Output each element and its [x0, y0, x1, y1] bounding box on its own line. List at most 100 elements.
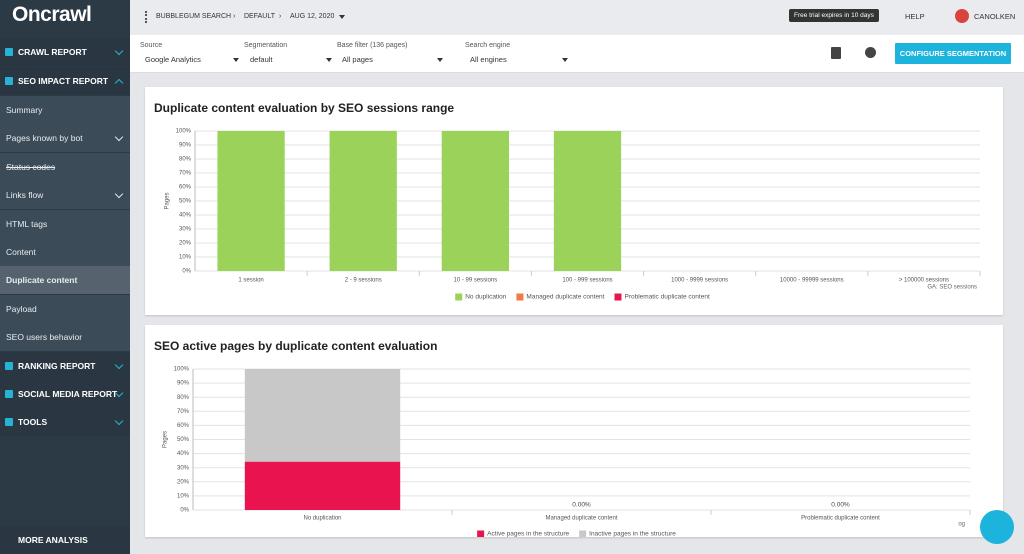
bar-segment	[441, 131, 509, 271]
nav-label: RANKING REPORT	[18, 361, 96, 371]
y-axis-label: Pages	[163, 431, 169, 448]
y-tick-label: 0%	[180, 508, 189, 514]
nav-item[interactable]: SEO users behavior	[0, 323, 130, 351]
help-link[interactable]: HELP	[905, 12, 925, 21]
chart-card: SEO active pages by duplicate content ev…	[145, 325, 1003, 538]
user-name[interactable]: CANOLKEN	[974, 12, 1016, 21]
x-tick-label: 1000 - 9999 sessions	[671, 278, 728, 284]
nav-item[interactable]: SEO IMPACT REPORT	[0, 67, 130, 95]
separator: ›	[233, 13, 236, 20]
chart-title: Duplicate content evaluation by SEO sess…	[154, 101, 454, 115]
y-tick-label: 60%	[179, 185, 192, 191]
filter-value[interactable]: default	[250, 55, 273, 64]
info-icon[interactable]	[865, 47, 876, 58]
y-tick-label: 70%	[179, 171, 192, 177]
nav-item[interactable]: Content	[0, 238, 130, 266]
configure-button[interactable]: CONFIGURE SEGMENTATION	[895, 43, 1011, 64]
value-label: 0.00%	[572, 502, 591, 509]
y-tick-label: 10%	[177, 493, 190, 499]
y-tick-label: 80%	[177, 395, 190, 401]
nav-item[interactable]: TOOLS	[0, 408, 130, 436]
filter-value[interactable]: All pages	[342, 55, 373, 64]
value-label: 0.00%	[831, 502, 850, 509]
y-tick-label: 0%	[182, 269, 191, 275]
nav-label: Pages known by bot	[6, 133, 83, 143]
nav-item[interactable]: Status codes	[0, 153, 130, 181]
y-tick-label: 100%	[174, 367, 190, 373]
y-tick-label: 30%	[179, 227, 192, 233]
bar-segment	[217, 131, 285, 271]
legend-label: No duplication	[465, 294, 507, 301]
y-tick-label: 40%	[179, 213, 192, 219]
nav-item[interactable]: Links flow	[0, 181, 130, 209]
caret	[326, 58, 332, 62]
y-tick-label: 60%	[177, 423, 190, 429]
chart-title: SEO active pages by duplicate content ev…	[154, 339, 437, 353]
menu-icon[interactable]	[145, 11, 149, 23]
nav-item[interactable]: Duplicate content	[0, 266, 130, 294]
y-tick-label: 90%	[179, 143, 192, 149]
legend-swatch	[477, 530, 485, 538]
y-tick-label: 100%	[176, 129, 192, 135]
filter-label: Source	[140, 42, 163, 49]
x-tick-label: Managed duplicate content	[545, 516, 617, 522]
legend-swatch	[455, 293, 463, 301]
filter-bar: Source Google Analytics Segmentation def…	[130, 35, 1024, 73]
breadcrumb[interactable]: AUG 12, 2020	[290, 13, 335, 20]
filter-label: Segmentation	[244, 42, 288, 49]
nav-item[interactable]: CRAWL REPORT	[0, 38, 130, 66]
nav-label: Links flow	[6, 190, 44, 200]
legend-label: Inactive pages in the structure	[589, 531, 676, 537]
filter-label: Search engine	[465, 42, 511, 49]
nav-item[interactable]: HTML tags	[0, 210, 130, 238]
nav-item[interactable]: Summary	[0, 96, 130, 124]
caret	[339, 15, 345, 19]
nav-item[interactable]: SOCIAL MEDIA REPORT	[0, 380, 130, 408]
pdf-icon[interactable]	[831, 47, 841, 59]
legend-swatch	[516, 293, 524, 301]
chat-button[interactable]	[980, 510, 1014, 544]
chart-card: Duplicate content evaluation by SEO sess…	[145, 87, 1003, 315]
x-tick-label: Problematic duplicate content	[801, 516, 880, 522]
y-tick-label: 50%	[179, 199, 192, 205]
filter-label: Base filter (136 pages)	[337, 42, 408, 49]
breadcrumb[interactable]: BUBBLEGUM SEARCH	[156, 13, 232, 20]
x-tick-label: 1 session	[238, 278, 263, 284]
filter-value[interactable]: Google Analytics	[145, 55, 201, 64]
y-tick-label: 50%	[177, 437, 190, 443]
top-bar: BUBBLEGUM SEARCH › DEFAULT › AUG 12, 202…	[130, 0, 1024, 35]
y-tick-label: 90%	[177, 381, 190, 387]
nav-label: TOOLS	[18, 417, 48, 427]
separator: ›	[279, 13, 282, 20]
trial-badge: Free trial expires in 10 days	[789, 9, 879, 22]
y-tick-label: 20%	[177, 479, 190, 485]
nav-label: SOCIAL MEDIA REPORT	[18, 389, 118, 399]
annotation: og	[958, 522, 965, 528]
filter-value[interactable]: All engines	[470, 55, 507, 64]
x-tick-label: 10000 - 99999 sessions	[780, 278, 844, 284]
legend-swatch	[614, 293, 622, 301]
nav-item[interactable]: MORE ANALYSIS	[0, 526, 130, 554]
caret	[233, 58, 239, 62]
y-tick-label: 20%	[179, 241, 192, 247]
y-tick-label: 30%	[177, 465, 190, 471]
chart: SEO active pages by duplicate content ev…	[154, 339, 971, 538]
y-tick-label: 70%	[177, 409, 190, 415]
breadcrumb[interactable]: DEFAULT	[244, 13, 275, 20]
logo[interactable]: Oncrawl	[12, 3, 92, 26]
legend-label: Managed duplicate content	[526, 294, 604, 301]
y-axis-label: Pages	[165, 192, 171, 209]
nav-item[interactable]: RANKING REPORT	[0, 352, 130, 380]
legend-swatch	[579, 530, 587, 538]
nav-item[interactable]: Pages known by bot	[0, 124, 130, 152]
bar-segment	[244, 369, 401, 462]
avatar[interactable]	[955, 9, 969, 23]
y-tick-label: 40%	[177, 451, 190, 457]
chart: Duplicate content evaluation by SEO sess…	[154, 101, 981, 301]
caret	[562, 58, 568, 62]
nav-item[interactable]: Payload	[0, 295, 130, 323]
legend-label: Active pages in the structure	[487, 531, 569, 537]
legend-label: Problematic duplicate content	[624, 294, 709, 301]
x-tick-label: 2 - 9 sessions	[345, 278, 382, 284]
